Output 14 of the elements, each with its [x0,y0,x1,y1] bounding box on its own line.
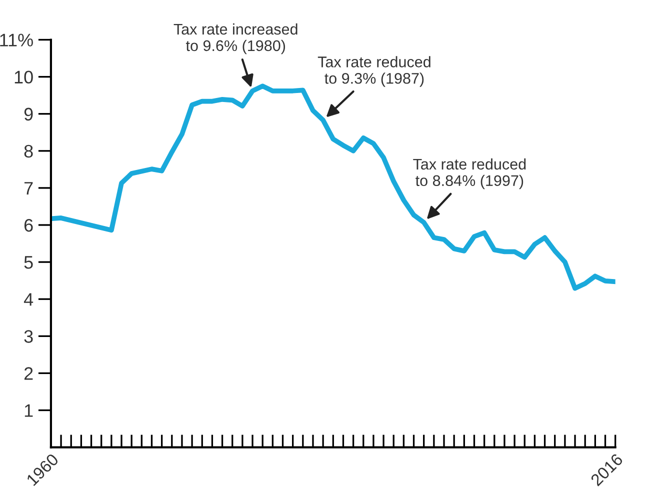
y-tick-label: 4 [24,293,34,306]
y-tick-label: 10 [14,70,33,84]
y-tick-label: 1 [24,404,33,417]
y-tick-label: 3 [24,330,33,343]
annotation: Tax rate reduced to 8.84% (1997) [413,158,526,190]
y-tick-label: 6 [24,218,33,232]
y-tick-label: 7 [24,182,33,194]
y-tick-label: 5 [24,256,33,269]
y-tick-label: 8 [24,144,33,158]
y-tick-label: 2 [24,367,33,380]
annotation: Tax rate reduced to 9.3% (1987) [318,56,430,87]
y-tick-label: 11% [0,34,33,46]
y-tick-label: 9 [24,108,33,121]
annotation: Tax rate increased to 9.6% (1980) [174,23,298,54]
